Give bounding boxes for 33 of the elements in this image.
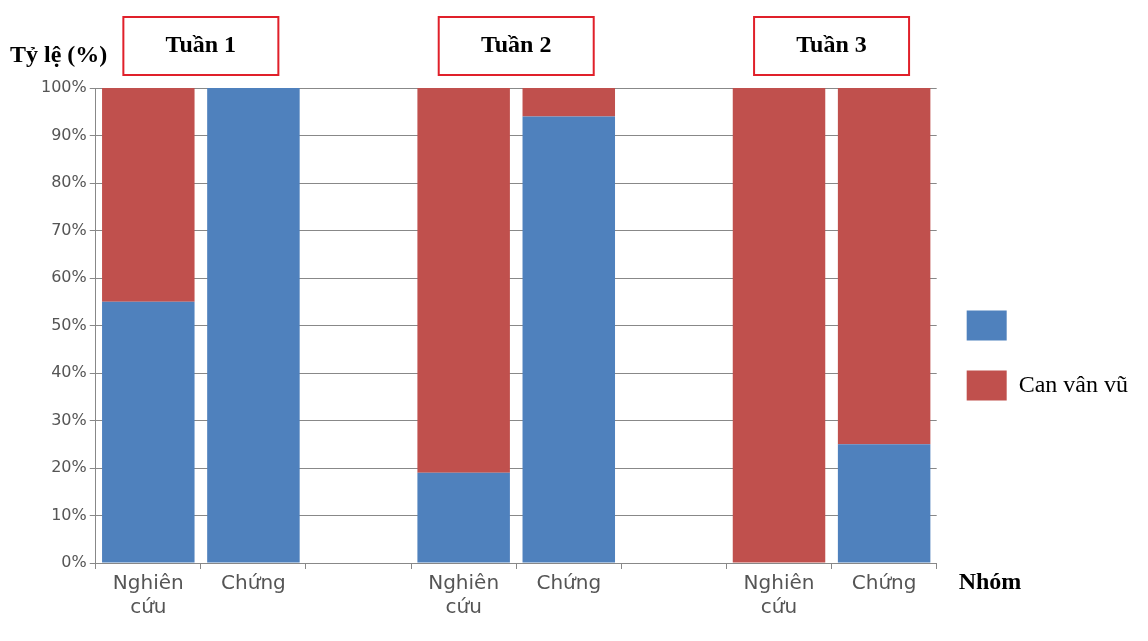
text: Tuần 2 [480,31,552,58]
text: Tuần 3 [796,31,867,58]
legend-label: Can vân vũ [1018,370,1128,397]
y-axis-title: Tỷ lệ (%) [10,41,108,68]
bar [837,444,931,563]
y-tick-label: 40% [51,362,87,382]
y-tick-label: 50% [51,314,87,334]
bar [417,472,510,563]
x-tick-label: Chứng [536,570,602,595]
y-tick-label: 80% [51,172,87,192]
bar [732,88,826,563]
text: Tuần 1 [165,31,237,58]
bar [837,88,931,445]
x-tick-label: Nghiên cứu [428,570,500,619]
x-axis-title: Nhóm [958,568,1022,595]
bar [522,116,616,563]
x-tick-label: Nghiên cứu [112,570,184,619]
y-tick-label: 0% [61,552,87,572]
bar [522,88,616,117]
y-tick-label: 10% [51,504,87,524]
bar [417,88,510,473]
x-tick-label: Nghiên cứu [743,570,815,619]
y-tick-label: 30% [51,409,87,429]
bar [207,88,300,563]
y-tick-label: 20% [51,457,87,477]
y-tick-label: 70% [51,219,87,239]
y-tick-label: 60% [51,267,87,287]
x-tick-label: Chứng [221,570,286,595]
bar [102,301,195,563]
x-tick-label: Chứng [851,570,917,595]
y-tick-label: 100% [40,77,87,97]
y-tick-label: 90% [51,124,87,144]
bar [102,88,195,302]
